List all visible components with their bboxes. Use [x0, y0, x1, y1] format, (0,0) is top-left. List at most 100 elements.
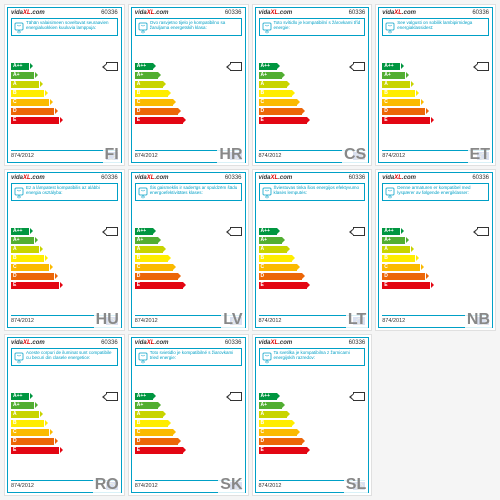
label-header: vidaXL.com60336 [135, 10, 242, 17]
language-code: LT [346, 312, 368, 328]
energy-bar-row: C [135, 99, 242, 107]
energy-bar: D [11, 273, 54, 280]
energy-bar-label: C [11, 265, 17, 270]
lamp-icon [262, 186, 272, 198]
energy-bar: B [135, 90, 168, 97]
energy-bar-label: B [259, 91, 265, 96]
energy-bar-label: A+ [11, 73, 20, 78]
language-code: HU [94, 312, 121, 328]
energy-bar-label: C [11, 100, 17, 105]
energy-bar-label: E [135, 118, 140, 123]
energy-bar-row: B [259, 90, 366, 98]
energy-bar: D [259, 273, 302, 280]
energy-bar-label: C [135, 430, 141, 435]
energy-bar: B [135, 255, 168, 262]
energy-bar-row: A [11, 411, 118, 419]
energy-bar: E [259, 117, 307, 124]
energy-bar-label: C [382, 100, 388, 105]
energy-pointer [106, 227, 118, 236]
energy-bar: D [382, 108, 425, 115]
energy-bar-label: E [11, 448, 16, 453]
energy-bar: A++ [259, 393, 277, 400]
energy-label-card: vidaXL.com60336Šis gaismeklis ir saderīg… [131, 172, 246, 328]
brand-logo: vidaXL.com [11, 340, 45, 346]
energy-label-cell: vidaXL.com 60336 Ez a lámpatest kompatibil… [4, 169, 125, 331]
energy-bar-label: E [135, 448, 140, 453]
energy-bar: A [259, 246, 287, 253]
lamp-icon [262, 21, 272, 33]
regulation-number: 874/2012 [11, 483, 34, 489]
energy-bar-row: A++ [135, 393, 242, 401]
energy-label-cell: vidaXL.com60336 Šviestuvas tinka šios ene… [252, 169, 373, 331]
energy-label-cell: vidaXL.com60336Tähän valaisimeen soveltu… [4, 4, 125, 166]
compatibility-text: Toto svítidlo je kompatibilní s žárovkam… [274, 21, 363, 31]
energy-bar-label: D [11, 109, 17, 114]
energy-bar-label: B [259, 256, 265, 261]
energy-bar-row: D [382, 108, 489, 116]
compatibility-text: Šviestuvas tinka šios energijos efektyvu… [274, 186, 363, 196]
compatibility-text: Ez a lámpatest kompatibilis az alábbi en… [26, 186, 115, 196]
energy-bar: D [135, 438, 178, 445]
energy-bar-row: A++ [135, 63, 242, 71]
energy-scale: A++A+ABCDE [11, 38, 118, 149]
energy-bar: E [135, 282, 183, 289]
model-number: 60336 [101, 175, 118, 181]
model-number: 60336 [101, 340, 118, 346]
energy-bar-label: A [259, 247, 265, 252]
model-number: 60336 [472, 10, 489, 16]
energy-bar-label: B [135, 256, 141, 261]
label-header: vidaXL.com 60336 [11, 340, 118, 347]
energy-bar-label: A+ [135, 73, 144, 78]
lamp-icon [385, 21, 395, 33]
energy-bar-row: E [11, 117, 118, 125]
energy-bar-row: A [259, 81, 366, 89]
language-code: SK [218, 477, 244, 493]
energy-bar: D [11, 108, 54, 115]
energy-bar-row: B [11, 255, 118, 263]
energy-bar-label: A+ [135, 238, 144, 243]
energy-bar-row: A+ [259, 237, 366, 245]
energy-bar-row: E [259, 117, 366, 125]
energy-bar-row: A+ [135, 237, 242, 245]
language-code: CS [342, 147, 368, 163]
language-code: LV [221, 312, 244, 328]
energy-bar-label: C [135, 100, 141, 105]
model-number: 60336 [225, 340, 242, 346]
energy-scale: A++A+ABCDE [259, 203, 366, 314]
energy-bar-row: B [259, 255, 366, 263]
energy-bar: A+ [135, 237, 158, 244]
energy-bar-label: D [11, 439, 17, 444]
energy-bar-row: E [11, 447, 118, 455]
energy-bar: B [259, 90, 292, 97]
label-header: vidaXL.com60336 [259, 175, 366, 182]
compatibility-infobox: Šviestuvas tinka šios energijos efektyvu… [259, 183, 366, 201]
compatibility-text: Toto svietidlo je kompatibilné s žiarovk… [150, 351, 239, 361]
energy-label-card: vidaXL.com60336Ovo rasvjetno tijelo je k… [131, 7, 246, 163]
energy-bar-row: D [11, 108, 118, 116]
energy-bar: B [259, 420, 292, 427]
energy-bar: C [382, 264, 420, 271]
energy-bar-row: D [11, 273, 118, 281]
energy-bar-row: C [382, 264, 489, 272]
regulation-number: 874/2012 [135, 153, 158, 159]
energy-bar-row: A++ [382, 228, 489, 236]
energy-label-cell: vidaXL.com60336Toto svítidlo je kompatib… [252, 4, 373, 166]
brand-logo: vidaXL.com [11, 175, 45, 181]
brand-logo: vidaXL.com [259, 175, 293, 181]
energy-bar-row: C [259, 429, 366, 437]
energy-bar: E [259, 282, 307, 289]
energy-bar: D [135, 273, 178, 280]
energy-bar-row: C [11, 429, 118, 437]
energy-scale: A++A+ABCDE [259, 38, 366, 149]
energy-bar-row: A++ [259, 63, 366, 71]
energy-bar: A [11, 411, 39, 418]
energy-bar-row: B [259, 420, 366, 428]
energy-bar-row: E [259, 447, 366, 455]
energy-bar-label: E [11, 118, 16, 123]
energy-bar-row: A+ [382, 72, 489, 80]
energy-bar-row: A [135, 246, 242, 254]
compatibility-text: Ta svetilka je kompatibilna z žarnicami … [274, 351, 363, 361]
energy-bar: A [259, 81, 287, 88]
energy-bar-label: C [259, 430, 265, 435]
energy-bar: D [135, 108, 178, 115]
